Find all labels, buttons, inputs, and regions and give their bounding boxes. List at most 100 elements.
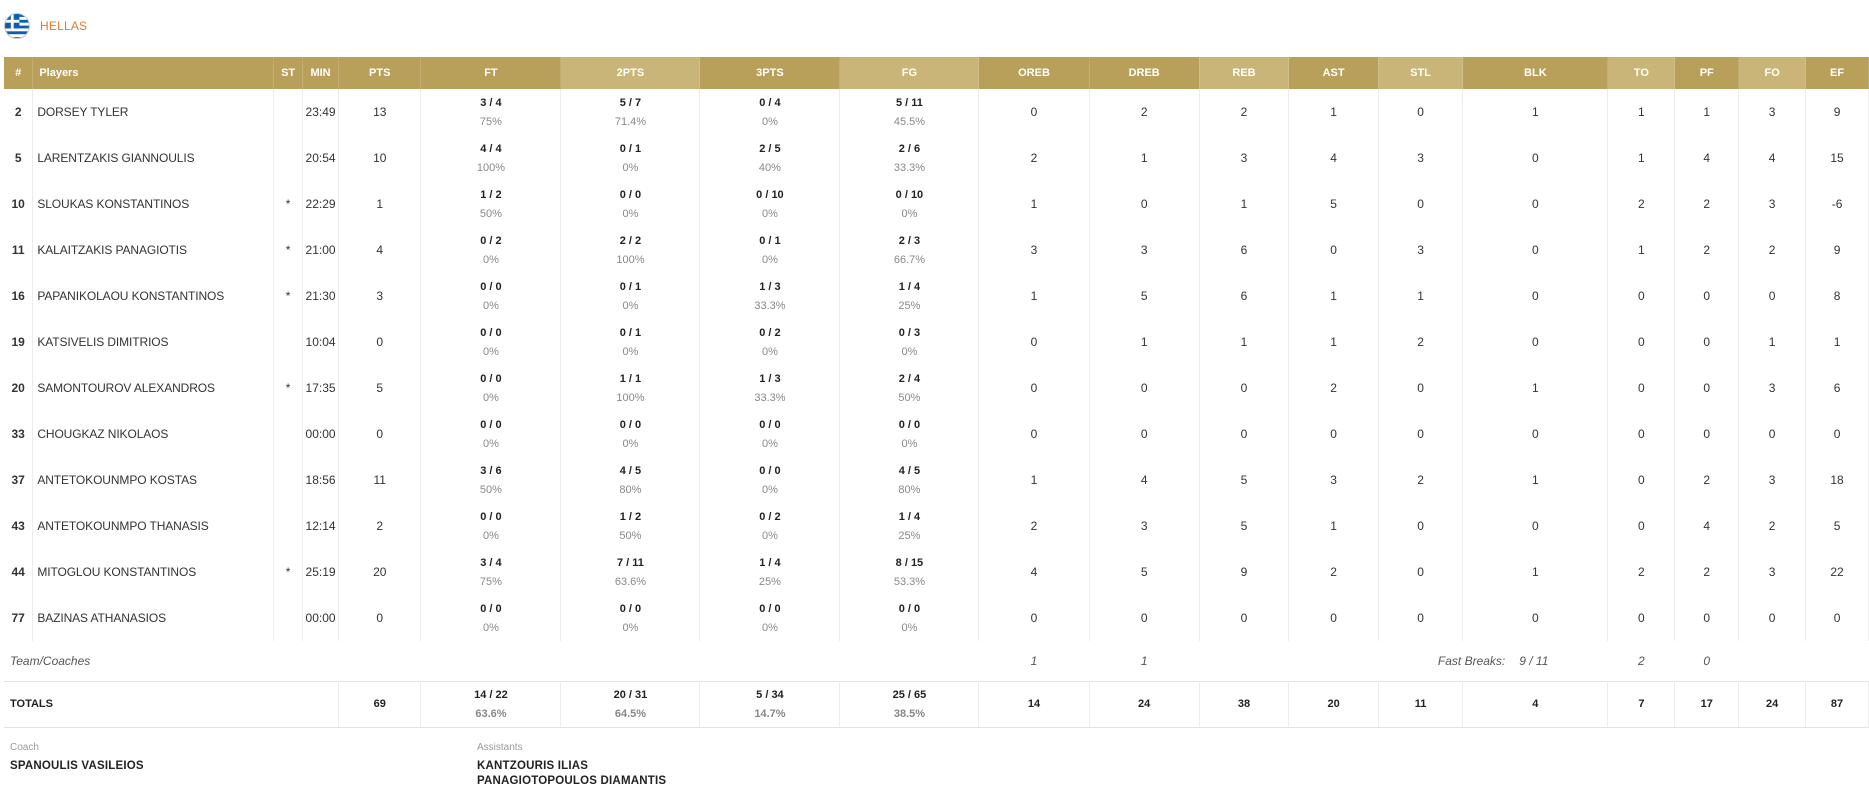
steals: 3 (1378, 227, 1464, 273)
fouls-drawn: 0 (1738, 273, 1807, 319)
col-ft-header[interactable]: FT (420, 57, 562, 89)
two-pointers-percentage: 71.4% (614, 115, 647, 128)
field-goals-percentage: 66.7% (893, 253, 926, 266)
field-goals-percentage: 50% (898, 391, 921, 404)
player-name[interactable]: CHOUGKAZ NIKOLAOS (32, 411, 275, 457)
player-name[interactable]: LARENTZAKIS GIANNOULIS (32, 135, 275, 181)
three-pointers-made-attempted: 1 / 3 (759, 280, 781, 293)
player-number: 37 (4, 457, 34, 503)
col-ef-header[interactable]: EF (1805, 57, 1869, 89)
free-throws-percentage: 100% (476, 161, 505, 174)
efficiency: 9 (1805, 89, 1869, 135)
col-fg-header[interactable]: FG (839, 57, 980, 89)
player-row: 20 SAMONTOUROV ALEXANDROS * 17:35 5 0 / 0 0% 1 … (4, 365, 1869, 411)
three-pointers: 2 / 5 40% (699, 135, 841, 181)
free-throws: 0 / 0 0% (420, 503, 562, 549)
player-name[interactable]: BAZINAS ATHANASIOS (32, 595, 275, 641)
team-header: HELLAS (4, 12, 87, 40)
free-throws-percentage: 0% (482, 345, 499, 358)
three-pointers-made-attempted: 0 / 0 (759, 602, 781, 615)
player-row: 19 KATSIVELIS DIMITRIOS 10:04 0 0 / 0 0% 0 / 1… (4, 319, 1869, 365)
three-pointers-percentage: 0% (761, 483, 778, 496)
field-goals: 1 / 4 25% (839, 273, 980, 319)
fouls-drawn: 3 (1738, 457, 1807, 503)
starter-mark (273, 319, 304, 365)
rebounds: 6 (1199, 273, 1290, 319)
turnovers: 1 (1607, 227, 1676, 273)
three-pointers: 0 / 2 0% (699, 319, 841, 365)
col-oreb-header[interactable]: OREB (978, 57, 1090, 89)
three-pointers-percentage: 0% (761, 253, 778, 266)
free-throws-made-attempted: 3 / 6 (480, 464, 502, 477)
col-dreb-header[interactable]: DREB (1089, 57, 1200, 89)
field-goals-made-attempted: 5 / 11 (895, 96, 923, 109)
personal-fouls: 0 (1674, 411, 1740, 457)
free-throws-percentage: 75% (479, 115, 502, 128)
player-name[interactable]: ANTETOKOUNMPO KOSTAS (32, 457, 275, 503)
two-pointers: 0 / 0 0% (560, 411, 701, 457)
player-name[interactable]: KALAITZAKIS PANAGIOTIS (32, 227, 275, 273)
player-name[interactable]: MITOGLOU KONSTANTINOS (32, 549, 275, 595)
steals: 0 (1378, 181, 1464, 227)
col-stl-header[interactable]: STL (1378, 57, 1464, 89)
minutes: 17:35 (302, 365, 340, 411)
blocks: 0 (1462, 181, 1609, 227)
two-pointers-made-attempted: 0 / 0 (619, 188, 642, 201)
player-number: 2 (4, 89, 34, 135)
col-blk-header[interactable]: BLK (1462, 57, 1609, 89)
free-throws-percentage: 0% (482, 529, 499, 542)
player-name[interactable]: SAMONTOUROV ALEXANDROS (32, 365, 275, 411)
col-pf-header[interactable]: PF (1674, 57, 1740, 89)
field-goals-percentage: 0% (901, 621, 918, 634)
col-fo-header[interactable]: FO (1738, 57, 1807, 89)
rebounds: 0 (1199, 595, 1290, 641)
totals-ef: 87 (1805, 680, 1869, 728)
three-pointers: 0 / 0 0% (699, 411, 841, 457)
team-name[interactable]: HELLAS (40, 19, 88, 33)
points: 20 (338, 549, 422, 595)
player-name[interactable]: SLOUKAS KONSTANTINOS (32, 181, 275, 227)
table-header-row: # Players ST MIN PTS FT 2PTS 3PTS FG OREB DREB REB A… (4, 57, 1869, 89)
col-starter-header[interactable]: ST (273, 57, 304, 89)
personal-fouls: 0 (1674, 319, 1740, 365)
player-name[interactable]: ANTETOKOUNMPO THANASIS (32, 503, 275, 549)
totals-3pts: 5 / 34 14.7% (699, 680, 841, 728)
three-pointers-made-attempted: 0 / 0 (759, 418, 781, 431)
blocks: 0 (1462, 135, 1609, 181)
steals: 3 (1378, 135, 1464, 181)
free-throws: 3 / 4 75% (420, 549, 562, 595)
points: 5 (338, 365, 422, 411)
rebounds: 0 (1199, 365, 1290, 411)
minutes: 18:56 (302, 457, 340, 503)
col-number-header[interactable]: # (4, 57, 34, 89)
col-ast-header[interactable]: AST (1288, 57, 1379, 89)
totals-reb: 38 (1199, 680, 1290, 728)
player-number: 5 (4, 135, 34, 181)
offensive-rebounds: 1 (978, 181, 1090, 227)
minutes: 12:14 (302, 503, 340, 549)
points: 13 (338, 89, 422, 135)
col-to-header[interactable]: TO (1607, 57, 1676, 89)
col-points-header[interactable]: PTS (338, 57, 422, 89)
col-players-header[interactable]: Players (32, 57, 275, 89)
three-pointers-made-attempted: 0 / 2 (759, 510, 781, 523)
col-2pts-header[interactable]: 2PTS (560, 57, 701, 89)
three-pointers-percentage: 0% (761, 437, 778, 450)
efficiency: 6 (1805, 365, 1869, 411)
steals: 0 (1378, 411, 1464, 457)
player-name[interactable]: KATSIVELIS DIMITRIOS (32, 319, 275, 365)
free-throws: 0 / 0 0% (420, 273, 562, 319)
col-3pts-header[interactable]: 3PTS (699, 57, 841, 89)
field-goals: 0 / 3 0% (839, 319, 980, 365)
two-pointers-percentage: 0% (622, 161, 639, 174)
field-goals: 0 / 0 0% (839, 411, 980, 457)
player-name[interactable]: DORSEY TYLER (32, 89, 275, 135)
player-number: 19 (4, 319, 34, 365)
col-reb-header[interactable]: REB (1199, 57, 1290, 89)
col-minutes-header[interactable]: MIN (302, 57, 340, 89)
player-name[interactable]: PAPANIKOLAOU KONSTANTINOS (32, 273, 275, 319)
two-pointers-percentage: 0% (622, 345, 639, 358)
rebounds: 2 (1199, 89, 1290, 135)
starter-mark: * (273, 273, 304, 319)
assists: 0 (1288, 595, 1379, 641)
